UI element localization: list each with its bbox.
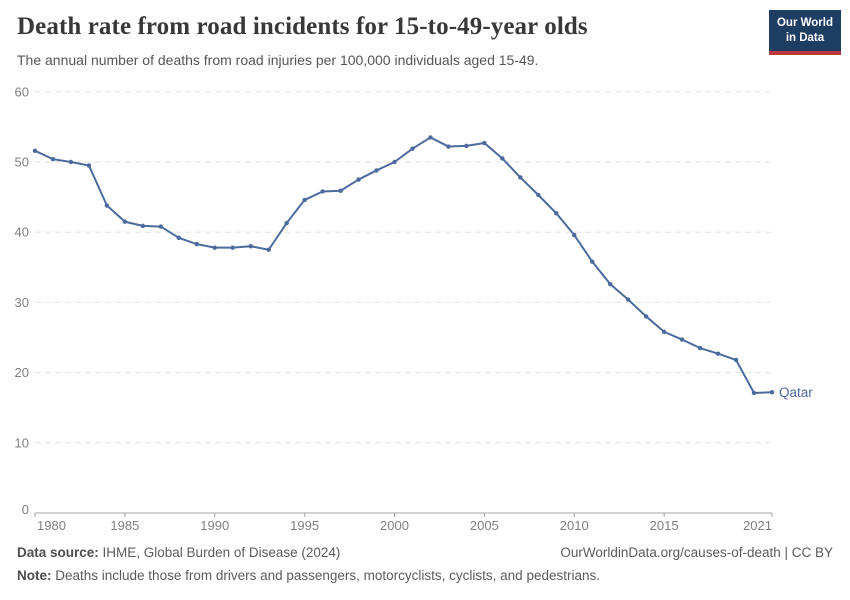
- data-point-marker: [266, 247, 271, 252]
- data-point-marker: [751, 390, 757, 396]
- data-point-marker: [715, 351, 721, 356]
- data-point-marker: [643, 314, 649, 319]
- data-point-marker: [590, 259, 595, 264]
- y-axis-tick-label: 60: [15, 84, 29, 99]
- data-point-marker: [392, 159, 397, 165]
- owid-logo-line1: Our World: [776, 17, 833, 29]
- data-point-marker: [661, 329, 667, 335]
- x-axis-tick-label: 2005: [470, 518, 499, 533]
- data-point-marker: [32, 148, 38, 153]
- data-point-marker: [140, 223, 146, 229]
- x-axis-tick-label: 2010: [560, 518, 589, 533]
- data-point-marker: [86, 163, 92, 168]
- data-point-marker: [733, 357, 739, 363]
- data-point-marker: [769, 390, 775, 395]
- data-point-marker: [608, 281, 613, 287]
- data-point-marker: [230, 245, 235, 250]
- data-point-marker: [482, 140, 487, 146]
- x-axis-tick-label: 2000: [380, 518, 409, 533]
- data-point-marker: [410, 146, 415, 151]
- data-point-marker: [104, 203, 110, 208]
- data-source-value: IHME, Global Burden of Disease (2024): [98, 545, 341, 560]
- owid-citation-link[interactable]: OurWorldinData.org/causes-of-death | CC …: [560, 545, 833, 560]
- x-axis-tick-label: 1985: [110, 518, 139, 533]
- page-title: Death rate from road incidents for 15-to…: [17, 13, 588, 40]
- data-point-marker: [356, 177, 361, 182]
- data-point-marker: [122, 219, 128, 224]
- x-axis-tick-label: 1990: [200, 518, 229, 533]
- owid-logo-line2: in Data: [785, 31, 825, 44]
- data-point-marker: [158, 224, 164, 229]
- data-point-marker: [625, 297, 631, 302]
- data-point-marker: [554, 211, 559, 216]
- y-axis-tick-label: 20: [15, 365, 29, 380]
- x-axis-tick-label: 1980: [37, 518, 66, 533]
- data-source-label: Data source:: [17, 545, 99, 560]
- y-axis-tick-label: 40: [15, 225, 29, 240]
- data-point-marker: [536, 192, 541, 198]
- data-point-marker: [464, 143, 469, 149]
- chart-subtitle: The annual number of deaths from road in…: [17, 52, 539, 68]
- data-point-marker: [248, 244, 253, 249]
- qatar-trend-line: [34, 136, 773, 394]
- x-axis-tick-label: 2021: [743, 518, 772, 533]
- data-point-marker: [679, 337, 685, 342]
- owid-logo[interactable]: Our World in Data: [768, 10, 841, 55]
- chart-note: Note: Deaths include those from drivers …: [17, 567, 833, 585]
- y-axis-tick-label: 30: [15, 295, 29, 310]
- data-point-marker: [572, 232, 577, 238]
- data-point-marker: [284, 220, 289, 226]
- data-point-marker: [374, 168, 379, 173]
- data-point-marker: [338, 188, 343, 193]
- data-point-marker: [194, 241, 199, 247]
- data-point-marker: [320, 189, 325, 194]
- y-axis-tick-label: 10: [15, 435, 29, 450]
- data-point-marker: [68, 159, 74, 165]
- data-source-text: Data source: IHME, Global Burden of Dise…: [17, 544, 340, 562]
- data-point-marker: [500, 156, 505, 161]
- x-axis-tick-label: 2015: [650, 518, 679, 533]
- data-point-marker: [518, 175, 523, 180]
- note-label: Note:: [17, 568, 52, 584]
- data-point-marker: [212, 245, 217, 250]
- data-point-marker: [50, 156, 56, 162]
- data-point-marker: [428, 135, 433, 140]
- note-value: Deaths include those from drivers and pa…: [51, 568, 600, 584]
- data-point-marker: [697, 345, 703, 351]
- y-axis-tick-label: 50: [15, 155, 29, 170]
- series-label-qatar: Qatar: [779, 385, 813, 400]
- x-axis-tick-label: 1995: [290, 518, 319, 533]
- data-point-marker: [446, 144, 451, 149]
- chart-footer: Data source: IHME, Global Burden of Dise…: [17, 544, 833, 585]
- y-axis-tick-label: 0: [22, 502, 29, 517]
- data-point-marker: [302, 197, 307, 203]
- data-point-marker: [176, 235, 182, 241]
